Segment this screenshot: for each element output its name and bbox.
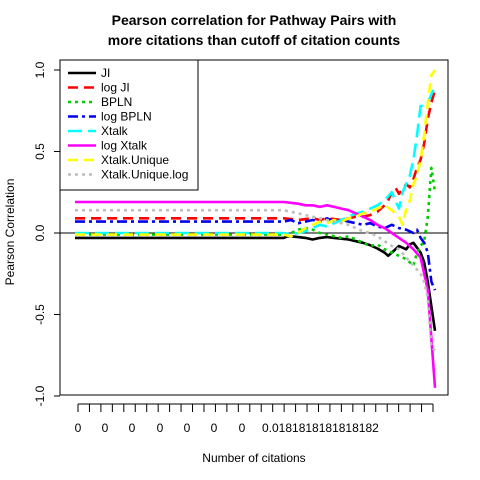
legend-label: JI bbox=[101, 66, 110, 80]
x-tick-label: 0 bbox=[102, 421, 109, 435]
legend-label: Xtalk bbox=[101, 124, 129, 138]
series-line-log-xtalk bbox=[75, 200, 437, 388]
legend-label: Xtalk.Unique bbox=[101, 153, 169, 167]
x-tick-label: 0 bbox=[129, 421, 136, 435]
y-tick-label: 0.0 bbox=[33, 224, 47, 241]
series-line-xtalk-unique bbox=[75, 69, 437, 238]
y-tick-label: -0.5 bbox=[33, 304, 47, 325]
y-tick-label: 1.0 bbox=[33, 61, 47, 78]
x-tick-label: 0.0181818181818182 bbox=[262, 421, 379, 435]
legend-label: log BPLN bbox=[101, 110, 152, 124]
series-line-ji bbox=[75, 235, 437, 331]
y-tick-label: -1.0 bbox=[33, 385, 47, 406]
x-axis-label: Number of citations bbox=[202, 451, 305, 465]
x-tick-label: 0 bbox=[211, 421, 218, 435]
series-line-log-bpln bbox=[75, 217, 437, 291]
y-tick-label: 0.5 bbox=[33, 143, 47, 160]
x-tick-label: 0 bbox=[184, 421, 191, 435]
series-group bbox=[75, 69, 437, 388]
x-tick-label: 0 bbox=[75, 421, 82, 435]
series-line-log-ji bbox=[75, 89, 437, 222]
axes: -1.0 -0.5 0.0 0.5 1.0 0 0 0 0 0 0 0 0.01818181818181… bbox=[33, 61, 434, 435]
y-axis-label: Pearson Correlation bbox=[3, 179, 17, 286]
series-line-xtalk-unique-log bbox=[75, 208, 436, 352]
x-tick-label: 0 bbox=[157, 421, 164, 435]
legend-box bbox=[59, 59, 199, 191]
legend-label: log JI bbox=[101, 81, 130, 95]
chart-title-line-1: Pearson correlation for Pathway Pairs wi… bbox=[112, 12, 397, 28]
legend-label: log Xtalk bbox=[101, 139, 148, 153]
series-line-xtalk bbox=[75, 85, 437, 236]
x-tick-label: 0 bbox=[239, 421, 246, 435]
legend-label: Xtalk.Unique.log bbox=[101, 168, 188, 182]
chart-title-line-2: more citations than cutoff of citation c… bbox=[108, 32, 401, 48]
plot-frame bbox=[59, 59, 449, 396]
legend-label: BPLN bbox=[101, 95, 132, 109]
